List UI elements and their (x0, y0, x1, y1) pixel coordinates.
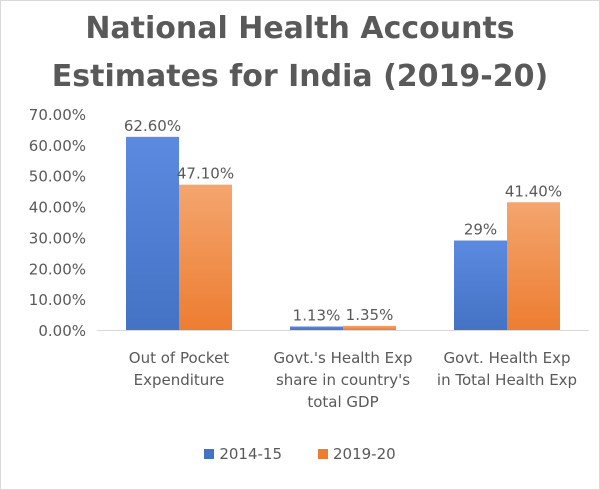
chart-title: National Health Accounts Estimates for I… (1, 5, 599, 101)
bar-series-2-cat-1 (179, 184, 232, 330)
data-label: 41.40% (505, 182, 562, 200)
x-category-label: share in country's (276, 371, 410, 389)
legend-label-series-2: 2019-20 (333, 445, 396, 463)
chart-title-line-1: National Health Accounts (85, 11, 515, 46)
data-label: 29% (464, 221, 497, 239)
legend-swatch-series-2 (318, 449, 328, 459)
legend: 2014-15 2019-20 (1, 445, 599, 463)
data-label: 47.10% (177, 165, 234, 183)
data-label: 62.60% (124, 117, 181, 135)
y-tick-label: 60.00% (29, 137, 86, 155)
bar-series-2-cat-2 (343, 325, 396, 330)
bar-series-2-cat-3 (507, 202, 560, 330)
data-label: 1.13% (293, 307, 341, 325)
y-tick-label: 30.00% (29, 229, 86, 247)
chart-title-line-2: Estimates for India (2019-20) (51, 59, 549, 94)
x-category-label: Govt. Health Exp (444, 349, 571, 367)
bar-series-1-cat-3 (454, 240, 507, 330)
x-category-label: Expenditure (134, 371, 225, 389)
x-category-label: in Total Health Exp (437, 371, 577, 389)
legend-item-series-2: 2019-20 (318, 445, 396, 463)
bar-series-1-cat-1 (126, 136, 179, 330)
data-label: 1.35% (346, 306, 394, 324)
y-tick-label: 40.00% (29, 199, 86, 217)
legend-swatch-series-1 (204, 449, 215, 459)
x-category-label: total GDP (307, 393, 378, 411)
y-tick-label: 70.00% (29, 106, 86, 124)
y-tick-label: 10.00% (29, 291, 86, 309)
x-category-label: Out of Pocket (129, 349, 230, 367)
legend-item-series-1: 2014-15 (204, 445, 282, 463)
bar-series-1-cat-2 (290, 326, 343, 330)
y-tick-label: 20.00% (29, 260, 86, 278)
legend-label-series-1: 2014-15 (219, 445, 282, 463)
y-tick-label: 0.00% (38, 322, 86, 340)
x-category-label: Govt.'s Health Exp (274, 349, 413, 367)
y-tick-label: 50.00% (29, 168, 86, 186)
